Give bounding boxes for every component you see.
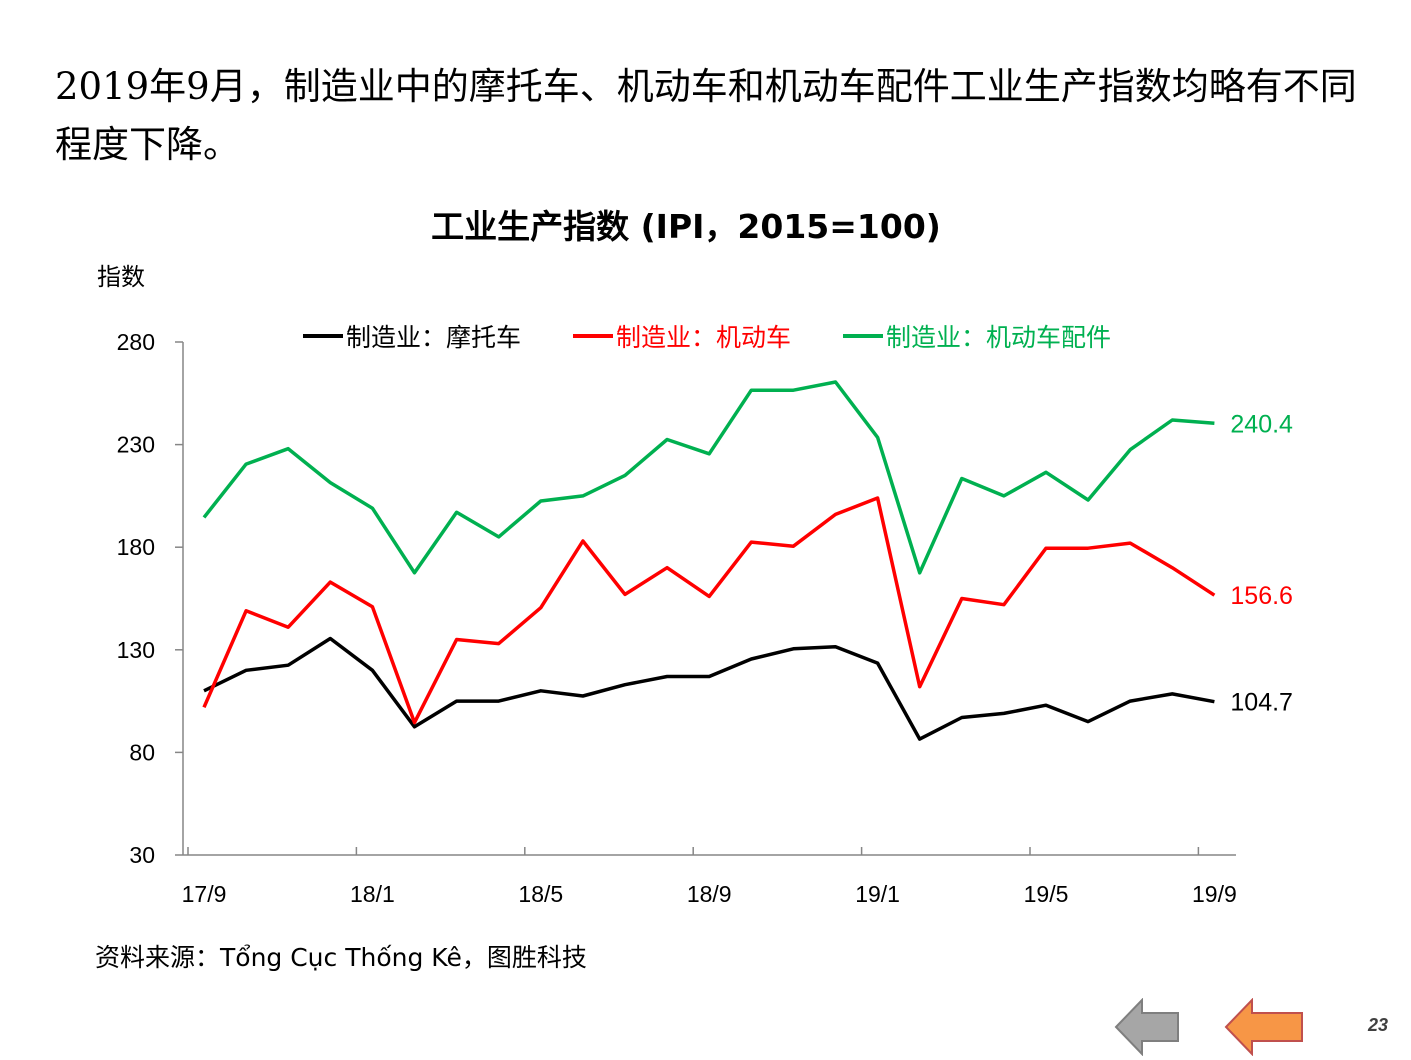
- series-layer: [202, 380, 1216, 741]
- chart-title: 工业生产指数 (IPI，2015=100): [431, 207, 941, 246]
- next-slide-button[interactable]: [1224, 997, 1306, 1060]
- arrow-left-icon: [1114, 997, 1179, 1057]
- end-labels: 104.7 156.6 240.4: [1230, 410, 1293, 716]
- legend-label-1: 制造业：摩托车: [346, 323, 521, 352]
- end-label-1: 104.7: [1230, 689, 1293, 717]
- x-tick-label: 19/1: [855, 881, 900, 907]
- x-tick-label: 19/9: [1192, 881, 1237, 907]
- x-tick-label: 18/1: [350, 881, 395, 907]
- arrow-left-icon: [1224, 997, 1303, 1057]
- series-line-2: [202, 496, 1216, 725]
- y-tick-label: 130: [117, 637, 155, 663]
- y-tick-label: 180: [117, 534, 155, 560]
- chart-legend: 制造业：摩托车 制造业：机动车 制造业：机动车配件: [303, 323, 1111, 352]
- chart-axes: 30 80 130 180 230 280 17/9 18/1 18/5 18/9 19/1 19/5…: [117, 329, 1237, 907]
- y-tick-label: 30: [129, 842, 155, 868]
- headline-text: 2019年9月，制造业中的摩托车、机动车和机动车配件工业生产指数均略有不同程度下…: [55, 65, 1357, 166]
- page-number: 23: [1368, 1015, 1389, 1035]
- y-tick-label: 80: [129, 739, 155, 765]
- end-label-2: 156.6: [1230, 582, 1293, 610]
- y-tick-label: 230: [117, 432, 155, 458]
- x-tick-label: 17/9: [182, 881, 227, 907]
- x-tick-label: 18/5: [518, 881, 563, 907]
- source-note: 资料来源：Tổng Cục Thống Kê，图胜科技: [95, 943, 587, 972]
- legend-label-3: 制造业：机动车配件: [886, 323, 1111, 352]
- x-tick-label: 19/5: [1024, 881, 1069, 907]
- series-line-1: [203, 636, 1215, 741]
- x-tick-label: 18/9: [687, 881, 732, 907]
- legend-label-2: 制造业：机动车: [616, 323, 791, 352]
- y-axis-label: 指数: [97, 263, 145, 291]
- prev-slide-button[interactable]: [1114, 997, 1182, 1060]
- series-line-3: [202, 380, 1215, 575]
- y-tick-label: 280: [117, 329, 155, 355]
- end-label-3: 240.4: [1230, 410, 1293, 438]
